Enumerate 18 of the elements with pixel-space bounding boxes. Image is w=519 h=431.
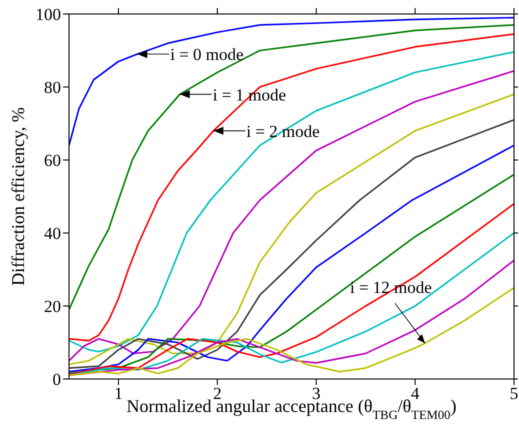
y-tick-label: 100	[36, 5, 61, 24]
y-tick-label: 60	[44, 151, 61, 170]
line-series	[69, 203, 514, 376]
y-axis-title: Diffraction efficiency, %	[8, 107, 28, 286]
x-tick-label: 5	[510, 384, 518, 404]
annotation: i = 12 mode	[350, 278, 432, 298]
x-tick-label: 3	[312, 384, 320, 404]
y-tick-label: 80	[44, 78, 61, 98]
line-series	[69, 16, 514, 146]
line-series	[69, 232, 514, 376]
annotation: i = 0 mode	[170, 45, 244, 64]
y-tick-label: 40	[44, 224, 61, 244]
y-tick-label: 20	[44, 297, 61, 316]
annotation: i = 1 mode	[212, 85, 286, 104]
x-tick-label: 1	[114, 384, 123, 404]
x-tick-label: 4	[410, 384, 420, 404]
y-tick-label: 0	[52, 370, 61, 390]
annotation: i = 2 mode	[246, 122, 320, 141]
